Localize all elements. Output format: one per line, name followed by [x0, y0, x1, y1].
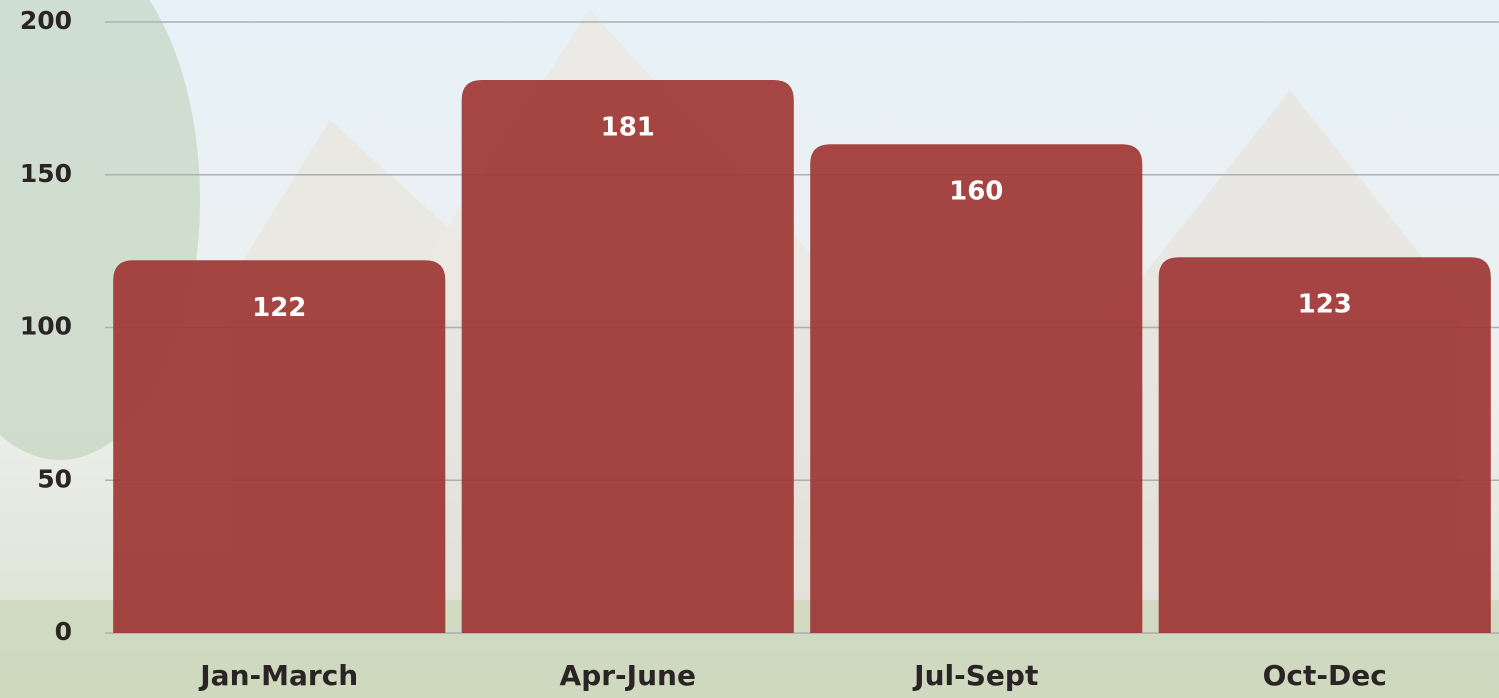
x-tick-label: Jul-Sept [912, 659, 1038, 692]
x-tick-label: Oct-Dec [1263, 659, 1387, 692]
bar [461, 80, 794, 634]
y-tick-label: 50 [37, 464, 72, 493]
y-tick-label: 0 [55, 617, 72, 646]
y-tick-label: 200 [20, 6, 72, 35]
bar [113, 260, 446, 633]
value-label: 122 [252, 293, 306, 323]
y-tick-label: 100 [20, 312, 72, 341]
value-label: 181 [601, 113, 655, 143]
value-label: 160 [949, 177, 1003, 207]
x-tick-label: Apr-June [560, 659, 696, 692]
x-tick-label: Jan-March [198, 659, 358, 692]
y-tick-label: 150 [20, 159, 72, 188]
bar [1158, 257, 1491, 633]
value-label: 123 [1298, 290, 1352, 320]
plot-area: 0 50 100 150 200 122 Jan-March 181 Apr-June 160 Ju… [20, 6, 1499, 692]
bar [810, 144, 1143, 633]
